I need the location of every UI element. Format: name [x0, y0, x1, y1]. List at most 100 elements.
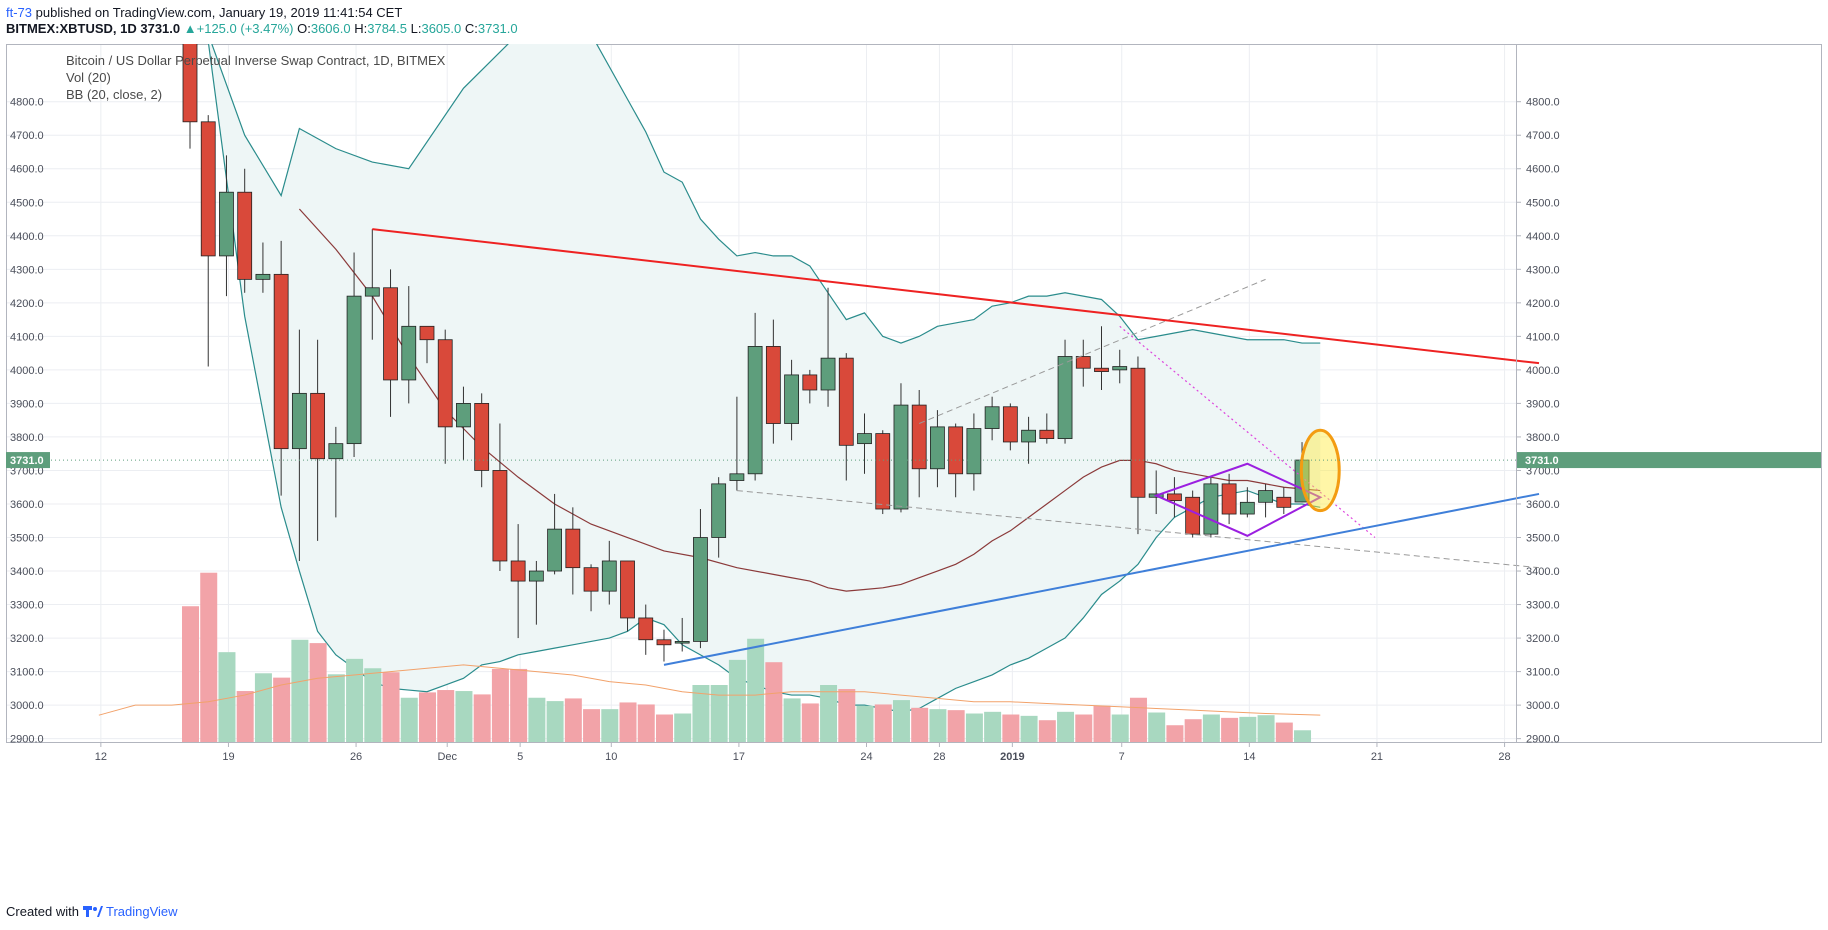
highlight-ellipse[interactable]: [1299, 428, 1341, 513]
price-axis-border[interactable]: [1516, 44, 1822, 743]
red-resistance-trendline[interactable]: [372, 228, 1540, 365]
candle-body[interactable]: [893, 404, 909, 510]
candle-body[interactable]: [638, 617, 654, 641]
candle-body[interactable]: [456, 403, 471, 428]
volume-bar: [400, 697, 418, 742]
purple-diamond-pattern[interactable]: [1153, 462, 1323, 537]
volume-bar: [1239, 716, 1257, 742]
volume-bar: [655, 714, 673, 742]
volume-bar: [200, 572, 218, 742]
price-tick-label: 3900.0: [1526, 398, 1560, 410]
last-price-label-right: 3731.0: [1525, 455, 1559, 467]
candle-body[interactable]: [1039, 429, 1055, 440]
candle-body[interactable]: [547, 528, 562, 572]
candle-body[interactable]: [583, 567, 599, 592]
price-tick-label-left: 4400.0: [10, 231, 44, 243]
candle-body[interactable]: [492, 470, 508, 562]
volume-bar: [1202, 714, 1220, 742]
chart-svg[interactable]: 2900.0 2900.0 3000.0 3000.0 3100.0 3100.0 3200…: [6, 33, 1822, 886]
symbol-name[interactable]: BITMEX:XBTUSD, 1D: [6, 21, 137, 36]
dashed-trendline-upper[interactable]: [919, 278, 1266, 424]
candle-body[interactable]: [802, 374, 818, 391]
candle-body[interactable]: [1075, 356, 1091, 369]
price-tick-label-left: 3700.0: [10, 465, 44, 477]
tradingview-link[interactable]: TradingView: [82, 904, 178, 919]
candle-body[interactable]: [875, 433, 891, 510]
legend-bollinger[interactable]: BB (20, close, 2): [66, 87, 163, 102]
price-tick-label: 3600.0: [1526, 499, 1560, 511]
volume-bar: [491, 668, 509, 742]
candle-body[interactable]: [1094, 367, 1109, 372]
price-tick-label: 4400.0: [1526, 231, 1560, 243]
volume-bar: [801, 703, 819, 742]
candle-body[interactable]: [528, 570, 544, 582]
candle-body[interactable]: [219, 191, 234, 257]
candle-body[interactable]: [565, 528, 581, 569]
candle-body[interactable]: [346, 295, 362, 445]
volume-bar: [637, 704, 655, 742]
candle-body[interactable]: [383, 287, 398, 381]
volume-bar: [564, 698, 582, 742]
candle-body[interactable]: [620, 560, 635, 619]
candle-body[interactable]: [984, 406, 1000, 429]
candle-body[interactable]: [1185, 496, 1201, 535]
candle-body[interactable]: [510, 560, 526, 582]
price-tick-label: 4200.0: [1526, 298, 1560, 310]
candle-body[interactable]: [948, 426, 964, 475]
volume-ma-line: [98, 664, 1321, 716]
price-tick-label-left: 3900.0: [10, 398, 44, 410]
candle-body[interactable]: [857, 433, 872, 445]
candle-body[interactable]: [674, 641, 690, 644]
volume-bar: [838, 689, 856, 742]
candle-body[interactable]: [437, 339, 453, 428]
candle-body[interactable]: [1002, 406, 1018, 443]
candle-body[interactable]: [784, 374, 799, 424]
candle-body[interactable]: [237, 191, 253, 280]
candle-body[interactable]: [310, 392, 326, 460]
candle-body[interactable]: [474, 403, 490, 471]
candle-body[interactable]: [200, 121, 216, 257]
volume-bar: [291, 639, 309, 742]
price-tick-label: 3200.0: [1526, 633, 1560, 645]
candle-body[interactable]: [966, 428, 982, 475]
candle-body[interactable]: [820, 357, 836, 391]
candle-body[interactable]: [364, 287, 380, 297]
candle-body[interactable]: [747, 346, 763, 475]
candle-body[interactable]: [419, 325, 435, 341]
candle-body[interactable]: [729, 473, 745, 481]
volume-bar: [1020, 715, 1038, 742]
time-tick-label: 14: [1243, 751, 1255, 763]
candle-body[interactable]: [328, 443, 344, 460]
candle-body[interactable]: [1130, 367, 1146, 498]
candle-body[interactable]: [1021, 429, 1036, 443]
candle-body[interactable]: [1221, 483, 1237, 515]
candle-body[interactable]: [273, 273, 289, 450]
author-link[interactable]: ft-73: [6, 5, 33, 20]
blue-support-trendline[interactable]: [663, 492, 1540, 666]
candle-body[interactable]: [1276, 496, 1292, 508]
volume-bar: [1057, 711, 1075, 742]
candle-body[interactable]: [601, 560, 617, 592]
candle-body[interactable]: [911, 404, 927, 470]
candle-body[interactable]: [1112, 366, 1128, 371]
volume-bar: [455, 691, 473, 742]
chart-area[interactable]: 2900.0 2900.0 3000.0 3000.0 3100.0 3100.0 3200…: [6, 33, 1822, 886]
candle-body[interactable]: [1167, 493, 1182, 502]
candle-body[interactable]: [1258, 490, 1273, 503]
candle-body[interactable]: [711, 483, 727, 538]
candle-body[interactable]: [930, 426, 945, 470]
time-tick-label: 28: [933, 751, 945, 763]
dashed-trendline-lower[interactable]: [736, 490, 1540, 569]
candle-body[interactable]: [656, 639, 672, 646]
candle-body[interactable]: [1203, 483, 1219, 535]
candle-body[interactable]: [401, 325, 417, 381]
candle-body[interactable]: [765, 346, 781, 424]
candle-body[interactable]: [838, 357, 854, 446]
candle-body[interactable]: [255, 273, 271, 280]
candle-body[interactable]: [1057, 356, 1073, 440]
candle-body[interactable]: [291, 392, 307, 450]
candle-body[interactable]: [1239, 501, 1255, 515]
candle-body[interactable]: [693, 537, 708, 642]
legend-volume[interactable]: Vol (20): [66, 70, 111, 85]
volume-bar: [273, 677, 291, 742]
